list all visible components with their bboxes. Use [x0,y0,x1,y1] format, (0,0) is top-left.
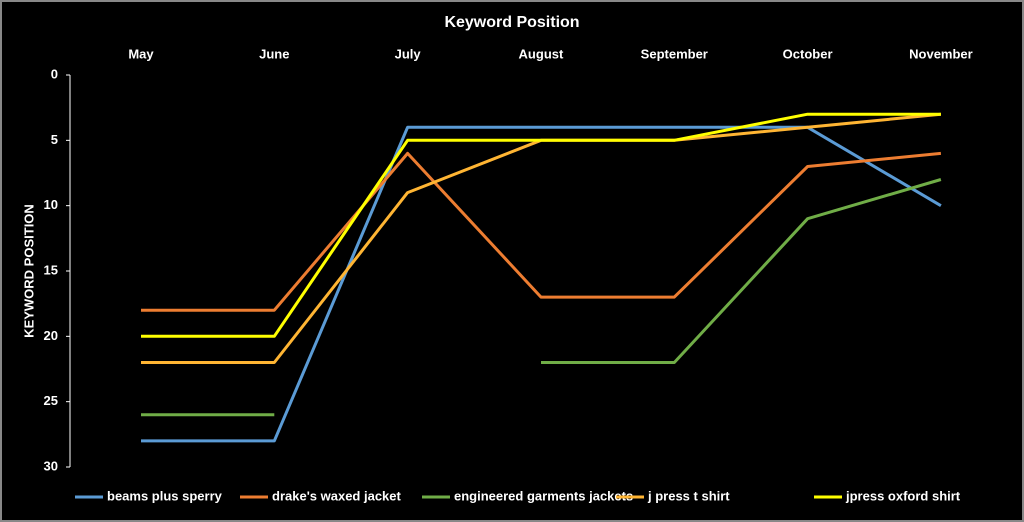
x-tick-label: May [128,46,154,61]
y-tick-label: 5 [51,132,58,147]
y-tick-label: 0 [51,66,58,81]
series-line [141,178,942,417]
y-tick-label: 30 [44,458,58,473]
x-tick-label: November [909,46,973,61]
x-tick-label: June [259,46,289,61]
y-tick-label: 10 [44,197,58,212]
legend-label: engineered garments jackets [454,488,633,503]
series-line [141,151,942,312]
y-axis-label: KEYWORD POSITION [21,204,36,338]
legend-label: beams plus sperry [107,488,223,503]
y-tick-label: 25 [44,393,58,408]
y-tick-label: 20 [44,328,58,343]
x-tick-label: October [783,46,833,61]
legend-label: j press t shirt [647,488,730,503]
legend-label: drake's waxed jacket [272,488,402,503]
legend-label: jpress oxford shirt [845,488,961,503]
x-tick-label: September [641,46,708,61]
x-tick-label: August [519,46,564,61]
chart-title: Keyword Position [444,14,579,31]
y-tick-label: 15 [44,262,58,277]
series-line [141,112,941,338]
x-tick-label: July [395,46,422,61]
